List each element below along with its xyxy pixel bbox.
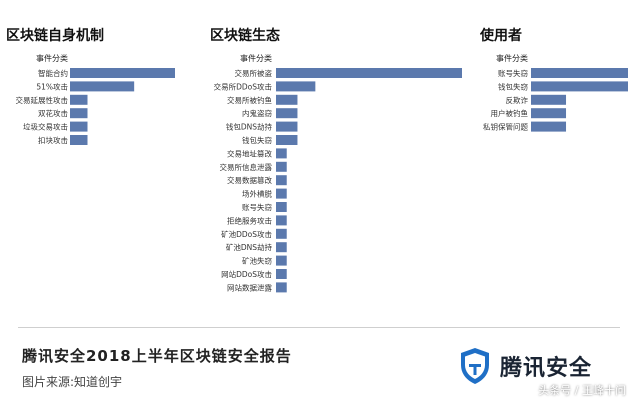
bar-ecosystem bbox=[276, 202, 287, 212]
category-label: 垃圾交易攻击 bbox=[23, 122, 68, 132]
bar-ecosystem bbox=[276, 242, 287, 253]
bar-ecosystem bbox=[276, 108, 298, 119]
bar-ecosystem bbox=[276, 94, 298, 105]
category-label: 扣块攻击 bbox=[38, 135, 68, 145]
category-label: 交易地址篡改 bbox=[227, 148, 272, 158]
image-source: 图片来源:知道创宇 bbox=[22, 375, 123, 389]
bar-mechanism bbox=[70, 68, 175, 78]
category-label: 智能合约 bbox=[38, 68, 68, 78]
category-label: 矿池失窃 bbox=[242, 256, 272, 266]
bar-ecosystem bbox=[276, 282, 287, 293]
brand-name: 腾讯安全 bbox=[500, 356, 593, 381]
shield-icon bbox=[461, 348, 489, 384]
bar-ecosystem bbox=[276, 161, 287, 172]
panel-title-users: 使用者 bbox=[479, 27, 522, 44]
category-label: 交易所信息泄露 bbox=[220, 162, 273, 172]
category-label: 交易数据篡改 bbox=[227, 175, 272, 185]
category-label: 交易延展性攻击 bbox=[16, 95, 69, 105]
category-label: 账号失窃 bbox=[242, 202, 272, 212]
category-label: 双花攻击 bbox=[38, 108, 68, 118]
category-label: 51%攻击 bbox=[36, 81, 68, 91]
category-label: 拒绝服务攻击 bbox=[227, 215, 272, 225]
category-label: 矿池DDoS攻击 bbox=[221, 229, 272, 239]
bar-mechanism bbox=[70, 81, 135, 92]
panel-title-mechanism: 区块链自身机制 bbox=[6, 27, 104, 44]
bar-ecosystem bbox=[276, 68, 462, 78]
category-label: 交易所DDoS攻击 bbox=[214, 81, 273, 91]
category-label: 矿池DNS劫持 bbox=[226, 242, 273, 252]
category-label: 交易所被钓鱼 bbox=[227, 95, 272, 105]
footer-divider bbox=[18, 327, 620, 328]
bar-mechanism bbox=[70, 121, 88, 132]
panel-title-ecosystem: 区块链生态 bbox=[210, 27, 280, 44]
category-label: 网站DDoS攻击 bbox=[221, 269, 272, 279]
bar-users bbox=[531, 81, 628, 92]
report-title: 腾讯安全2018上半年区块链安全报告 bbox=[22, 347, 292, 365]
bar-ecosystem bbox=[276, 135, 298, 145]
bar-users bbox=[531, 68, 628, 78]
bar-mechanism bbox=[70, 108, 88, 119]
bar-ecosystem bbox=[276, 175, 287, 186]
category-label: 反欺诈 bbox=[506, 95, 529, 105]
bar-users bbox=[531, 121, 567, 132]
bar-ecosystem bbox=[276, 215, 287, 226]
category-header-mechanism: 事件分类 bbox=[36, 53, 68, 63]
category-label: 账号失窃 bbox=[498, 68, 528, 78]
bar-ecosystem bbox=[276, 148, 287, 159]
category-label: 网站数据泄露 bbox=[227, 282, 272, 292]
bar-ecosystem bbox=[276, 269, 287, 279]
category-label: 场外横脱 bbox=[242, 189, 272, 199]
category-label: 钱包失窃 bbox=[498, 81, 528, 91]
bar-users bbox=[531, 108, 567, 119]
bar-ecosystem bbox=[276, 188, 287, 199]
bar-ecosystem bbox=[276, 228, 287, 239]
category-label: 用户被钓鱼 bbox=[491, 108, 529, 118]
bar-ecosystem bbox=[276, 121, 298, 132]
bar-ecosystem bbox=[276, 255, 287, 266]
category-label: 钱包失窃 bbox=[242, 135, 272, 145]
category-label: 私钥保管问题 bbox=[483, 122, 528, 132]
bar-mechanism bbox=[70, 135, 88, 145]
category-label: 交易所被盗 bbox=[235, 68, 273, 78]
category-label: 钱包DNS劫持 bbox=[226, 122, 273, 132]
bar-users bbox=[531, 94, 567, 105]
bar-mechanism bbox=[70, 94, 88, 105]
watermark: 头条号 / 王峰十问 bbox=[538, 384, 626, 397]
brand-logo: 腾讯安全 bbox=[458, 346, 592, 386]
category-header-ecosystem: 事件分类 bbox=[240, 53, 272, 63]
bar-ecosystem bbox=[276, 81, 316, 92]
category-label: 内鬼盗窃 bbox=[242, 108, 272, 118]
category-header-users: 事件分类 bbox=[496, 53, 528, 63]
